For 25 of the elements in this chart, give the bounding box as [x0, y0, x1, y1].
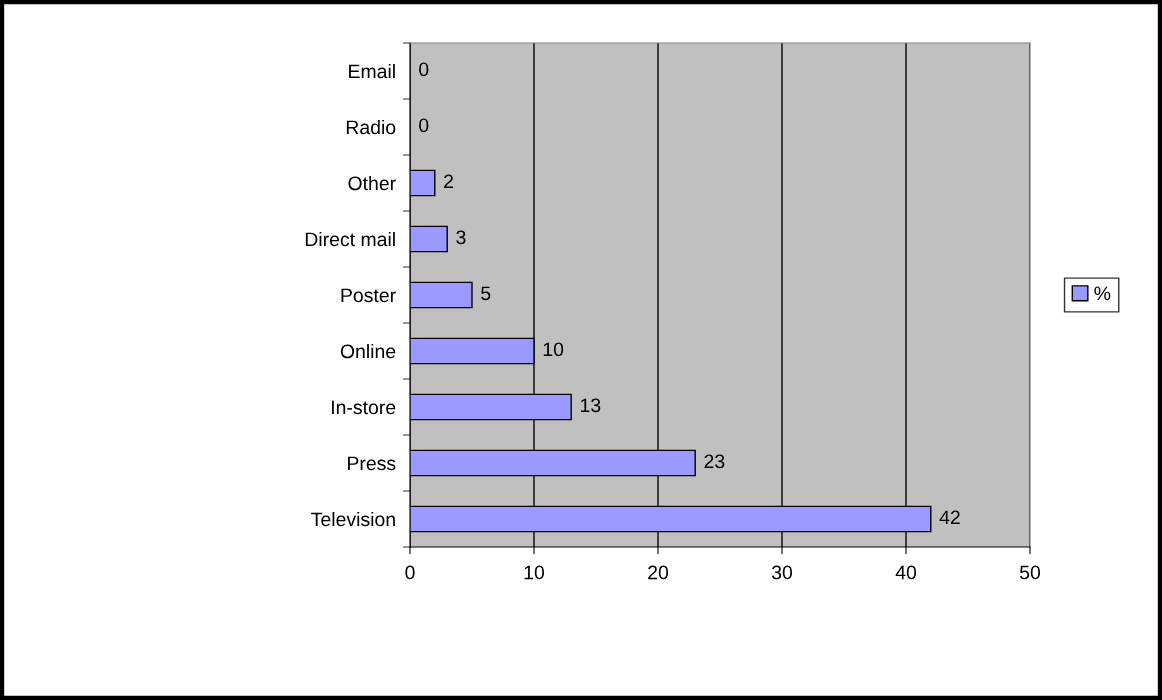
- x-tick-label: 20: [648, 565, 669, 580]
- y-tick-label: Other: [348, 175, 396, 191]
- data-label: 42: [939, 510, 960, 525]
- data-label: 0: [419, 62, 429, 77]
- y-tick-label: Online: [340, 343, 396, 359]
- data-label: 23: [704, 454, 725, 469]
- y-tick-label: Poster: [341, 288, 396, 303]
- y-tick-label: Press: [348, 456, 396, 471]
- x-tick-label: 0: [405, 565, 415, 580]
- y-tick-label: In-store: [331, 400, 396, 415]
- data-label: 0: [419, 118, 429, 133]
- y-tick-label: Television: [311, 511, 395, 527]
- x-tick-label: 40: [895, 565, 917, 580]
- x-tick-label: 50: [1019, 565, 1041, 580]
- data-label: 5: [481, 286, 491, 301]
- legend-label: %: [1094, 286, 1111, 301]
- x-tick-label: 30: [771, 565, 793, 580]
- data-label: 3: [456, 230, 466, 245]
- data-label: 2: [444, 174, 453, 189]
- data-label: 13: [581, 398, 601, 413]
- y-tick-label: Radio: [346, 119, 396, 135]
- x-tick-label: 10: [524, 565, 545, 580]
- y-tick-label: Email: [349, 63, 395, 79]
- y-tick-label: Direct mail: [305, 231, 395, 247]
- data-label: 10: [543, 342, 564, 357]
